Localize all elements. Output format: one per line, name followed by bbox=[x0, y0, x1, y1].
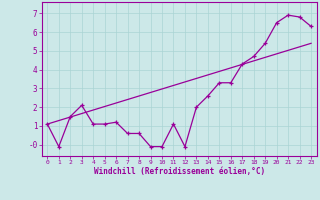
X-axis label: Windchill (Refroidissement éolien,°C): Windchill (Refroidissement éolien,°C) bbox=[94, 167, 265, 176]
